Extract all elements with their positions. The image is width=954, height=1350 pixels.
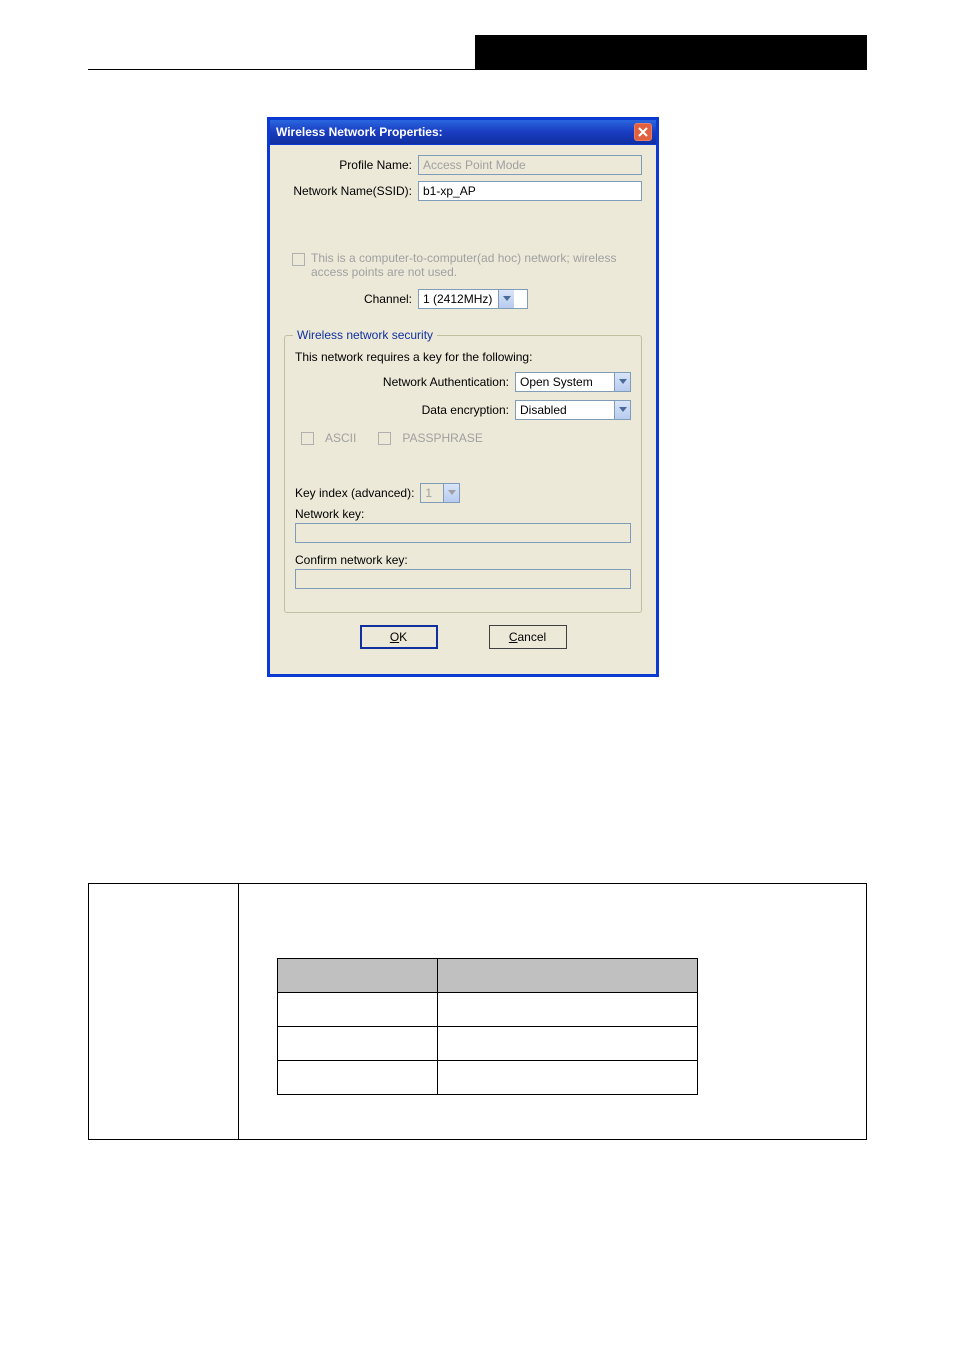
info-table [88, 883, 867, 1140]
security-legend: Wireless network security [293, 328, 437, 342]
titlebar: Wireless Network Properties: [270, 120, 656, 145]
inner-cell [278, 1061, 438, 1095]
ascii-checkbox [301, 432, 314, 445]
chevron-down-icon [498, 290, 514, 308]
inner-cell [438, 993, 698, 1027]
security-desc: This network requires a key for the foll… [295, 350, 631, 364]
enc-label: Data encryption: [422, 403, 515, 417]
dialog-window: Wireless Network Properties: Profile Nam… [267, 117, 659, 677]
security-groupbox: Wireless network security This network r… [284, 335, 642, 613]
ascii-label: ASCII [325, 431, 356, 445]
ok-button[interactable]: OK [360, 625, 438, 649]
network-key-label: Network key: [295, 507, 631, 521]
cancel-button[interactable]: Cancel [489, 625, 567, 649]
page-header-blackbar [475, 35, 867, 69]
chevron-down-icon [443, 484, 459, 502]
confirm-key-input [295, 569, 631, 589]
window-title: Wireless Network Properties: [276, 125, 634, 139]
auth-value: Open System [520, 375, 614, 389]
inner-cell [438, 1061, 698, 1095]
profile-name-label: Profile Name: [284, 158, 418, 172]
inner-cell [438, 1027, 698, 1061]
chevron-down-icon [614, 373, 630, 391]
auth-select[interactable]: Open System [515, 372, 631, 392]
passphrase-label: PASSPHRASE [402, 431, 482, 445]
channel-label: Channel: [284, 292, 418, 306]
inner-header-2 [438, 959, 698, 993]
enc-value: Disabled [520, 403, 614, 417]
keyindex-value: 1 [425, 486, 438, 500]
auth-label: Network Authentication: [383, 375, 515, 389]
ssid-label: Network Name(SSID): [284, 184, 418, 198]
inner-cell [278, 1027, 438, 1061]
channel-select[interactable]: 1 (2412MHz) [418, 289, 528, 309]
network-key-input [295, 523, 631, 543]
confirm-key-label: Confirm network key: [295, 553, 631, 567]
inner-header-1 [278, 959, 438, 993]
close-icon[interactable] [634, 123, 652, 141]
keyindex-select: 1 [420, 483, 460, 503]
keyindex-label: Key index (advanced): [295, 486, 420, 500]
outer-cell-right [239, 884, 867, 1140]
outer-cell-left [89, 884, 239, 1140]
profile-name-input [418, 155, 642, 175]
ssid-input[interactable] [418, 181, 642, 201]
passphrase-checkbox [378, 432, 391, 445]
channel-value: 1 (2412MHz) [423, 292, 498, 306]
enc-select[interactable]: Disabled [515, 400, 631, 420]
adhoc-label: This is a computer-to-computer(ad hoc) n… [311, 251, 634, 279]
page-header-rule [88, 69, 867, 70]
inner-table [277, 958, 698, 1095]
adhoc-checkbox [292, 253, 305, 266]
chevron-down-icon [614, 401, 630, 419]
inner-cell [278, 993, 438, 1027]
